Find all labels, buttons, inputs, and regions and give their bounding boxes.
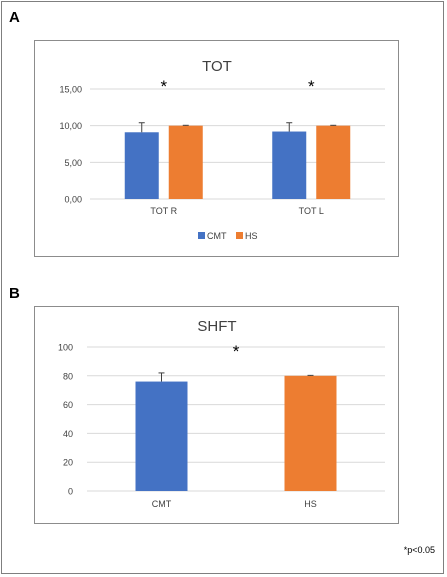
significance-footnote: *p<0.05 <box>403 545 435 555</box>
significance-marker: * <box>308 77 315 96</box>
bar-cmt-tot-l <box>272 131 307 199</box>
y-tick-label: 5,00 <box>64 158 82 168</box>
panel-b-label: B <box>9 285 20 302</box>
chart-b-svg: SHFT 0 20 40 60 80 100 CMT HS * <box>58 318 385 509</box>
y-tick-label: 100 <box>58 343 73 353</box>
y-tick-label: 0 <box>68 487 73 497</box>
legend-label-hs: HS <box>245 231 258 241</box>
chart-title: SHFT <box>197 318 236 335</box>
legend-swatch-cmt <box>198 232 205 239</box>
significance-marker: * <box>233 342 240 361</box>
bar-hs <box>284 375 337 491</box>
y-tick-label: 40 <box>63 429 73 439</box>
bar-hs-tot-r <box>168 125 203 199</box>
y-tick-label: 20 <box>63 458 73 468</box>
legend-swatch-hs <box>236 232 243 239</box>
chart-a: TOT 0,00 5,00 10,00 15,00 * TOT R * TOT L CMT HS <box>34 40 399 257</box>
bar-hs-tot-l <box>316 125 351 199</box>
bar-cmt <box>135 381 188 491</box>
significance-marker: * <box>160 77 167 96</box>
x-tick-label: HS <box>304 499 317 509</box>
legend-label-cmt: CMT <box>207 231 227 241</box>
y-tick-label: 80 <box>63 371 73 381</box>
x-tick-label: CMT <box>152 499 172 509</box>
bar-cmt-tot-r <box>124 132 159 199</box>
y-tick-label: 15,00 <box>59 85 82 95</box>
y-tick-label: 0,00 <box>64 195 82 205</box>
y-tick-label: 10,00 <box>59 121 82 131</box>
x-tick-label: TOT L <box>299 206 324 216</box>
panel-a-label: A <box>9 9 20 26</box>
chart-b: SHFT 0 20 40 60 80 100 CMT HS * <box>34 306 399 524</box>
chart-a-svg: TOT 0,00 5,00 10,00 15,00 * TOT R * TOT L CMT HS <box>59 58 385 241</box>
chart-title: TOT <box>202 58 232 75</box>
x-tick-label: TOT R <box>150 206 177 216</box>
y-tick-label: 60 <box>63 400 73 410</box>
